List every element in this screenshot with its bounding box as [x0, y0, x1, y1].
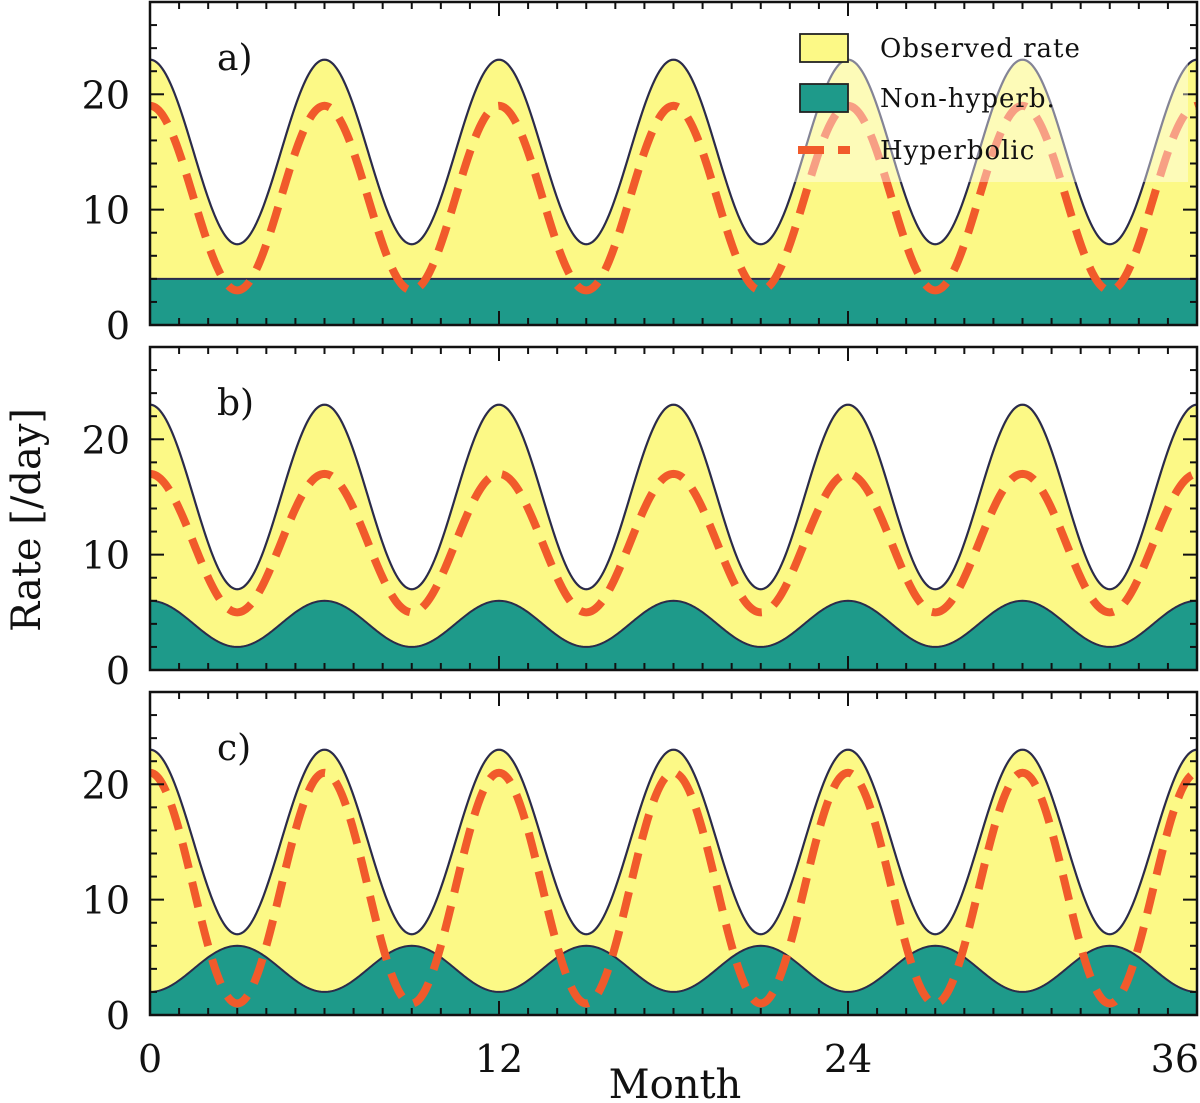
observed-rate-area: [150, 59, 1197, 325]
y-tick-label: 10: [82, 189, 130, 233]
legend-label: Observed rate: [880, 34, 1081, 64]
hyperbolic-line: [150, 768, 1197, 1008]
y-tick-label: 20: [82, 763, 130, 807]
legend-label: Non-hyperb.: [880, 84, 1056, 114]
legend-swatch: [799, 83, 849, 113]
non-hyperbolic-area: [150, 945, 1197, 1015]
panel-label: b): [217, 383, 254, 424]
plot-area: [150, 403, 1197, 670]
panel-label: a): [217, 38, 253, 79]
x-axis-title: Month: [609, 1062, 742, 1103]
non-hyperbolic-area: [150, 600, 1197, 670]
y-tick-label: 20: [82, 418, 130, 462]
legend-label: Hyperbolic: [880, 136, 1035, 166]
observed-rate-line: [150, 748, 1197, 936]
y-tick-label: 10: [82, 534, 130, 578]
hyperbolic-line: [150, 469, 1197, 617]
y-tick-label: 0: [106, 994, 130, 1038]
plot-area: [150, 748, 1197, 1015]
y-tick-label: 0: [106, 304, 130, 348]
x-tick-label: 24: [824, 1037, 872, 1081]
legend-swatch: [799, 33, 849, 63]
y-tick-label: 10: [82, 879, 130, 923]
legend-background: [788, 18, 1188, 182]
observed-rate-line: [150, 403, 1197, 591]
hyperbolic-line: [150, 101, 1197, 295]
plot-area: [150, 58, 1197, 325]
panel-label: c): [217, 728, 251, 769]
y-tick-label: 0: [106, 649, 130, 693]
panel-a: 0 10 20 a): [82, 0, 1199, 348]
observed-rate-area: [150, 404, 1197, 670]
non-hyperbolic-outline: [150, 599, 1197, 648]
legend: Observed rate Non-hyperb. Hyperbolic: [788, 18, 1188, 182]
observed-rate-line: [150, 58, 1197, 246]
panel-c: 0 10 20 c): [82, 690, 1199, 1038]
non-hyperbolic-outline: [150, 944, 1197, 993]
panel-b: 0 10 20 b): [82, 345, 1199, 693]
y-axis-title: Rate [/day]: [4, 408, 50, 632]
y-tick-label: 20: [82, 73, 130, 117]
x-tick-label: 0: [138, 1037, 162, 1081]
x-tick-label: 12: [475, 1037, 523, 1081]
x-tick-label: 36: [1151, 1037, 1199, 1081]
